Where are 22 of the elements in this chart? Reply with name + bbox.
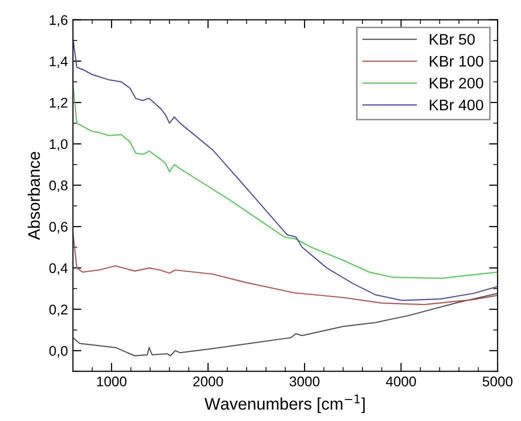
y-tick-label: 0,4	[49, 263, 68, 275]
y-tick-label: 1,6	[50, 15, 68, 27]
y-tick-label: 1,0	[50, 139, 68, 151]
legend-label: KBr 200	[430, 78, 484, 89]
line-series	[72, 292, 498, 356]
y-tick-label: 0,0	[49, 346, 68, 358]
x-tick-label: 4000	[386, 376, 416, 386]
legend-label: KBr 400	[430, 100, 484, 110]
y-tick-label: 0,2	[49, 304, 68, 316]
y-axis-title: Absorbance	[28, 152, 40, 240]
x-tick-label: 2000	[193, 376, 223, 386]
x-axis-title: Wavenumbers [cm$^{−1}$]	[204, 394, 365, 414]
legend-label: KBr 50	[430, 34, 475, 45]
x-tick-label: 5000	[482, 376, 512, 386]
x-tick-label: 1000	[97, 376, 126, 386]
legend-label: KBr 100	[430, 56, 484, 67]
y-tick-label: 1,2	[50, 98, 68, 110]
line-series	[72, 232, 498, 306]
x-tick-label: 3000	[290, 376, 320, 386]
y-tick-label: 1,4	[50, 56, 68, 68]
y-tick-label: 0,8	[49, 180, 68, 192]
y-tick-label: 0,6	[49, 222, 68, 234]
